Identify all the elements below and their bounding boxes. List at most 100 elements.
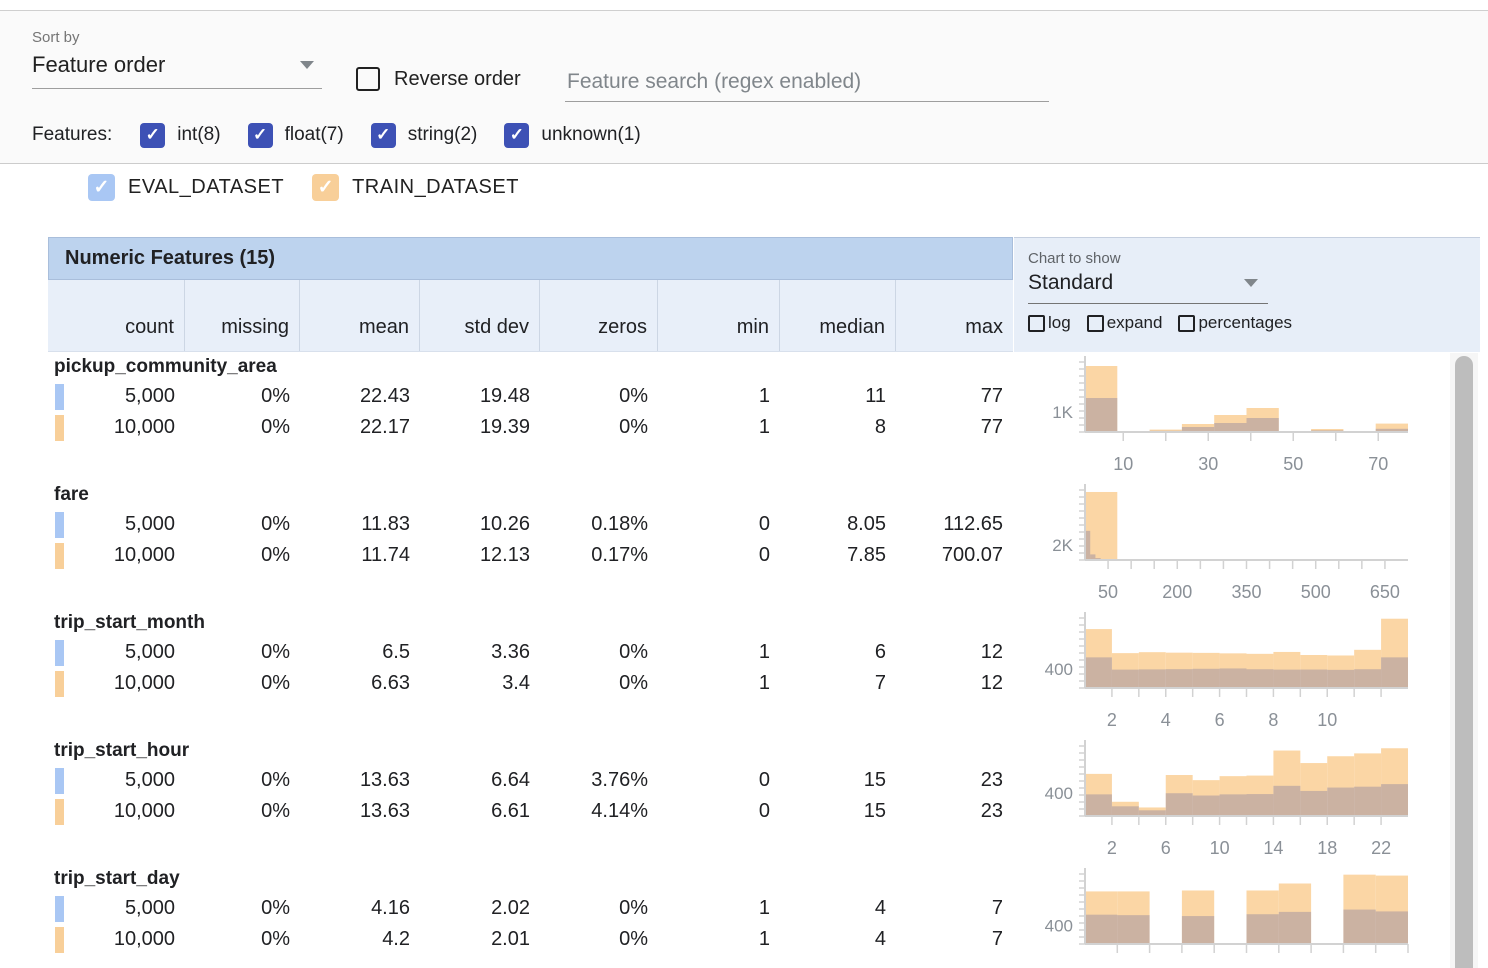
x-axis-label: 10 (1210, 838, 1230, 858)
stat-cell: 6 (780, 637, 896, 668)
stat-cell: 0.18% (540, 509, 658, 540)
eval-bar (1166, 669, 1193, 688)
stat-cell: 12.13 (420, 540, 540, 571)
stat-cell: 5,000 (48, 893, 185, 924)
eval-dataset-label: EVAL_DATASET (128, 176, 284, 199)
stat-cell: 0% (540, 893, 658, 924)
stat-cell: 77 (896, 381, 1013, 412)
eval-bar (1085, 657, 1112, 688)
x-axis-label: 14 (1263, 838, 1283, 858)
chart-options: log expand percentages (1028, 313, 1480, 333)
stat-cell: 1 (658, 893, 780, 924)
stat-cell: 0% (540, 381, 658, 412)
y-axis-label: 2K (1052, 536, 1073, 555)
expand-checkbox[interactable] (1087, 315, 1104, 332)
x-axis-label: 500 (1301, 582, 1331, 602)
histogram-trip_start_hour[interactable]: 4002610141822 (1030, 736, 1430, 864)
eval-bar (1139, 669, 1166, 688)
stat-cell: 19.39 (420, 412, 540, 443)
chevron-down-icon (300, 61, 314, 69)
histogram-block: 4002610141822 (1030, 736, 1430, 864)
string-checkbox[interactable] (371, 123, 396, 148)
stat-cell: 0% (540, 668, 658, 699)
feature-name: trip_start_day (48, 864, 1013, 893)
stat-cell: 22.43 (300, 381, 420, 412)
eval-bar (1085, 915, 1117, 944)
histogram-block: 400246810 (1030, 608, 1430, 736)
eval-bar (1376, 911, 1408, 944)
x-axis-label: 10 (1113, 454, 1133, 474)
stat-cell: 112.65 (896, 509, 1013, 540)
stat-row: 10,0000%13.636.614.14%01523 (48, 796, 1013, 827)
stat-cell: 0% (185, 412, 300, 443)
feature-name: trip_start_month (48, 608, 1013, 637)
scrollbar-thumb[interactable] (1455, 356, 1473, 968)
stat-cell: 0% (540, 412, 658, 443)
stat-cell: 23 (896, 765, 1013, 796)
stat-cell: 4 (780, 893, 896, 924)
stat-cell: 13.63 (300, 796, 420, 827)
eval-bar (1117, 915, 1149, 944)
stat-cell: 0.17% (540, 540, 658, 571)
eval-dataset-checkbox[interactable] (88, 174, 115, 201)
y-axis-label: 400 (1045, 784, 1073, 803)
float-checkbox[interactable] (248, 123, 273, 148)
histogram-trip_start_day[interactable]: 400 (1030, 864, 1430, 968)
eval-bar (1300, 791, 1327, 816)
x-axis-label: 350 (1231, 582, 1261, 602)
reverse-order-control: Reverse order (356, 67, 521, 91)
percentages-checkbox[interactable] (1178, 315, 1195, 332)
col-min: min (658, 280, 780, 351)
eval-bar (1381, 784, 1408, 816)
dataset-color-swatch (55, 384, 64, 410)
histogram-block: 400 (1030, 864, 1430, 968)
stat-row: 10,0000%4.22.010%147 (48, 924, 1013, 955)
sort-by-dropdown[interactable]: Feature order (32, 52, 322, 89)
stat-cell: 19.48 (420, 381, 540, 412)
chevron-down-icon (1244, 279, 1258, 287)
train-dataset-checkbox[interactable] (312, 174, 339, 201)
stat-cell: 7 (896, 893, 1013, 924)
stat-cell: 4.2 (300, 924, 420, 955)
dataset-item-train: TRAIN_DATASET (312, 174, 519, 201)
stat-cell: 10,000 (48, 540, 185, 571)
stat-cell: 0% (185, 668, 300, 699)
stat-cell: 10.26 (420, 509, 540, 540)
stat-cell: 5,000 (48, 637, 185, 668)
stat-cell: 12 (896, 637, 1013, 668)
stat-cell: 7.85 (780, 540, 896, 571)
eval-bar (1327, 670, 1354, 688)
scrollbar-track[interactable] (1450, 353, 1478, 968)
int-checkbox[interactable] (140, 123, 165, 148)
x-axis-label: 200 (1162, 582, 1192, 602)
histogram-pickup_community_area[interactable]: 1K10305070 (1030, 352, 1430, 480)
sort-by-value: Feature order (32, 52, 165, 77)
chart-to-show-label: Chart to show (1028, 250, 1480, 267)
chart-type-dropdown[interactable]: Standard (1028, 271, 1268, 304)
stat-cell: 1 (658, 924, 780, 955)
features-filter-bar: Features: int(8) float(7) string(2) unkn… (0, 107, 1488, 164)
train-dataset-label: TRAIN_DATASET (352, 176, 519, 199)
histogram-trip_start_month[interactable]: 400246810 (1030, 608, 1430, 736)
stat-cell: 12 (896, 668, 1013, 699)
feature-block: trip_start_month5,0000%6.53.360%161210,0… (48, 608, 1013, 736)
dataset-color-swatch (55, 543, 64, 569)
stat-cell: 7 (896, 924, 1013, 955)
histogram-fare[interactable]: 2K50200350500650 (1030, 480, 1430, 608)
feature-search-input[interactable] (565, 63, 1049, 102)
stat-cell: 77 (896, 412, 1013, 443)
log-option: log (1028, 313, 1071, 333)
float-label: float(7) (285, 124, 344, 146)
stat-cell: 7 (780, 668, 896, 699)
unknown-checkbox[interactable] (504, 123, 529, 148)
x-axis-label: 50 (1098, 582, 1118, 602)
log-checkbox[interactable] (1028, 315, 1045, 332)
stat-cell: 6.5 (300, 637, 420, 668)
eval-bar (1381, 657, 1408, 688)
stat-row: 5,0000%6.53.360%1612 (48, 637, 1013, 668)
stat-row: 5,0000%4.162.020%147 (48, 893, 1013, 924)
filter-item-int: int(8) (140, 123, 220, 148)
col-zeros: zeros (540, 280, 658, 351)
dataset-color-swatch (55, 512, 64, 538)
reverse-order-checkbox[interactable] (356, 67, 380, 91)
